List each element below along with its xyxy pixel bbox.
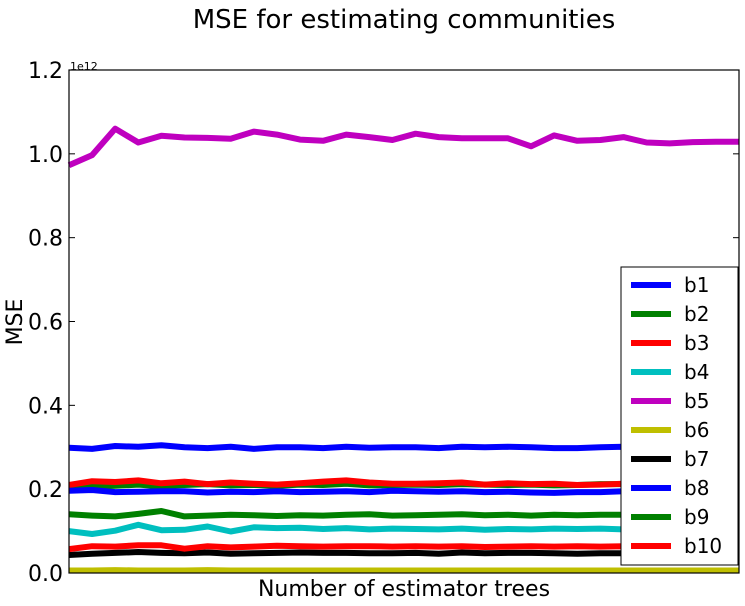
y-tick-label: 0.0 (28, 562, 63, 587)
legend-label-b6: b6 (684, 418, 709, 442)
legend-label-b5: b5 (684, 389, 709, 413)
legend-label-b10: b10 (684, 534, 722, 558)
y-tick-label: 0.4 (28, 394, 63, 419)
plot-frame (68, 69, 740, 574)
series-line-b5 (67, 125, 739, 168)
legend-label-b7: b7 (684, 447, 709, 471)
legend: b1 b2 b3 b4 b5 b6 b7 b8 b9 b10 (620, 266, 739, 566)
legend-label-b8: b8 (684, 476, 709, 500)
x-axis-label: Number of estimator trees (258, 577, 550, 602)
legend-label-b3: b3 (684, 331, 709, 355)
legend-label-b4: b4 (684, 360, 709, 384)
y-axis-ticks: 0.0 0.2 0.4 0.6 0.8 1.0 1.2 (28, 59, 739, 587)
y-axis-label: MSE (3, 299, 28, 346)
legend-label-b9: b9 (684, 505, 709, 529)
y-exponent-label: 1e12 (70, 60, 98, 73)
y-tick-label: 0.2 (28, 478, 63, 503)
chart-title: MSE for estimating communities (193, 5, 616, 35)
legend-items: b1 b2 b3 b4 b5 b6 b7 b8 b9 b10 (631, 273, 722, 558)
y-tick-label: 0.6 (28, 311, 63, 336)
y-tick-label: 0.8 (28, 227, 63, 252)
legend-label-b1: b1 (684, 273, 709, 297)
legend-label-b2: b2 (684, 302, 709, 326)
y-tick-label: 1.2 (28, 59, 63, 84)
y-tick-label: 1.0 (28, 143, 63, 168)
